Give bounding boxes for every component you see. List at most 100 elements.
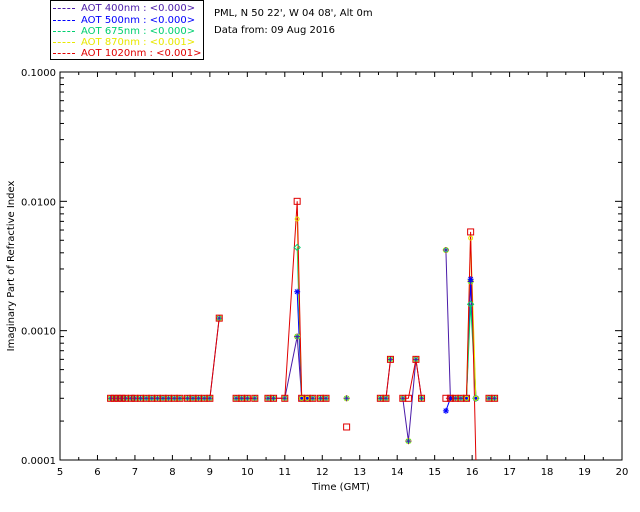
data-point-cross (412, 356, 419, 363)
legend-entry-400nm: AOT 400nm : <0.000> (51, 3, 205, 14)
data-point-square (110, 394, 118, 402)
data-point-cross (122, 395, 129, 402)
data-point-square (446, 394, 454, 402)
x-tick-label: 12 (316, 467, 329, 478)
data-point-cross (171, 395, 178, 402)
data-point-cross (251, 395, 258, 402)
data-point-square (176, 394, 184, 402)
data-point-cross (343, 395, 350, 402)
legend-label-870nm: AOT 870nm : <0.001> (81, 37, 196, 48)
x-tick-label: 15 (428, 467, 441, 478)
data-point-cross (190, 395, 197, 402)
data-point-square (491, 394, 499, 402)
data-point-cross (233, 395, 240, 402)
data-point-square (243, 394, 251, 402)
data-point-cross (137, 395, 144, 402)
data-point-cross (317, 395, 324, 402)
data-point-asterisk (298, 395, 305, 402)
data-point-triangle (464, 395, 470, 401)
data-point-square (386, 355, 394, 363)
data-point-cross (270, 395, 277, 402)
y-axis-label: Imaginary Part of Refractive Index (6, 181, 17, 352)
data-point-asterisk (467, 276, 474, 283)
data-point-triangle (468, 235, 474, 241)
data-point-cross (442, 247, 449, 254)
data-point-square (467, 228, 475, 236)
data-point-cross (176, 395, 183, 402)
x-tick-label: 18 (541, 467, 554, 478)
data-point-asterisk (442, 407, 449, 414)
legend-entry-500nm: AOT 500nm : <0.000> (51, 15, 205, 26)
data-point-square (107, 394, 115, 402)
series-line-aot-400nm (110, 250, 495, 442)
x-tick-label: 9 (207, 467, 213, 478)
data-point-square (382, 394, 390, 402)
data-point-square (463, 394, 471, 402)
data-point-square (270, 394, 278, 402)
data-point-cross (281, 395, 288, 402)
data-point-cross (418, 395, 425, 402)
y-tick-label: 0.1000 (21, 68, 56, 79)
data-point-cross (165, 395, 172, 402)
data-point-asterisk (447, 395, 454, 402)
data-point-cross (143, 395, 150, 402)
data-point-square (251, 394, 259, 402)
legend-swatch-400nm (53, 8, 75, 9)
data-point-square (118, 394, 126, 402)
data-point-square (206, 394, 214, 402)
data-point-triangle (304, 395, 310, 401)
data-point-cross (184, 395, 191, 402)
data-point-square (215, 314, 223, 322)
data-point-cross (154, 395, 161, 402)
x-tick-label: 6 (94, 467, 100, 478)
data-point-cross (131, 395, 138, 402)
data-point-cross (264, 395, 271, 402)
legend-swatch-675nm (53, 31, 75, 32)
legend-label-400nm: AOT 400nm : <0.000> (81, 3, 196, 14)
data-point-cross (382, 395, 389, 402)
data-point-triangle (299, 395, 305, 401)
plot-frame (59, 71, 623, 461)
x-tick-label: 14 (391, 467, 404, 478)
data-point-triangle (294, 216, 300, 222)
x-tick-label: 8 (169, 467, 175, 478)
y-tick-label: 0.0010 (21, 327, 56, 338)
data-point-square (442, 394, 450, 402)
data-point-square (322, 394, 330, 402)
data-point-cross (491, 395, 498, 402)
data-point-cross (387, 356, 394, 363)
data-point-asterisk (472, 395, 479, 402)
data-point-square (309, 394, 317, 402)
x-tick-label: 11 (278, 467, 291, 478)
data-point-cross (238, 395, 245, 402)
y-tick-label: 0.0100 (21, 197, 56, 208)
legend-label-675nm: AOT 675nm : <0.000> (81, 26, 196, 37)
legend-entry-1020nm: AOT 1020nm : <0.001> (51, 48, 205, 59)
data-point-cross (323, 395, 330, 402)
site-info: PML, N 50 22', W 04 08', Alt 0m (214, 8, 373, 19)
data-point-square (114, 394, 122, 402)
data-point-cross (294, 333, 301, 340)
data-point-cross (148, 395, 155, 402)
data-point-asterisk (463, 395, 470, 402)
legend-swatch-870nm (53, 42, 75, 43)
data-point-square (281, 394, 289, 402)
legend-label-500nm: AOT 500nm : <0.000> (81, 15, 196, 26)
series-line-aot-1020nm (110, 201, 495, 460)
x-tick-label: 7 (132, 467, 138, 478)
data-point-cross (399, 395, 406, 402)
data-point-triangle (473, 395, 479, 401)
data-point-square (404, 394, 412, 402)
x-tick-label: 13 (353, 467, 366, 478)
data-point-cross (405, 438, 412, 445)
data-point-square (127, 394, 135, 402)
data-point-asterisk (294, 288, 301, 295)
data-point-square (412, 355, 420, 363)
data-point-square (343, 423, 351, 431)
data-point-cross (195, 395, 202, 402)
data-point-cross (485, 395, 492, 402)
y-tick-label: 0.0001 (21, 456, 56, 467)
legend-label-1020nm: AOT 1020nm : <0.001> (81, 48, 202, 59)
date-info: Data from: 09 Aug 2016 (214, 25, 335, 36)
data-point-asterisk (304, 395, 311, 402)
